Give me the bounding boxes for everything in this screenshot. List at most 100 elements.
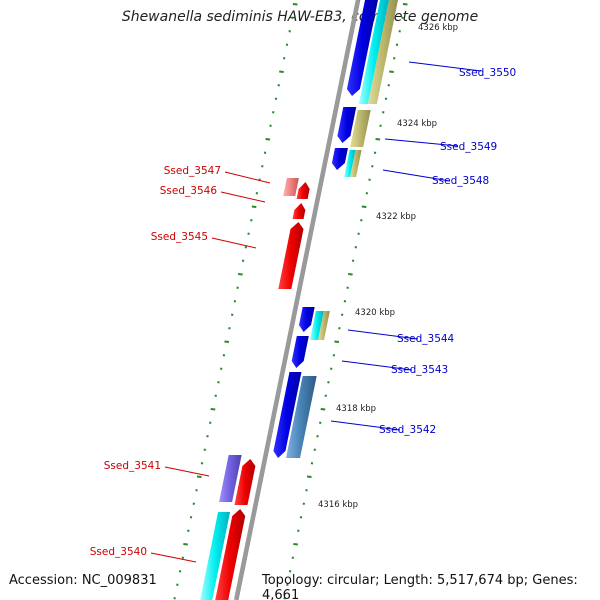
scale-tick <box>222 354 226 357</box>
gene-leader-line <box>384 138 459 147</box>
scale-tick <box>263 151 267 154</box>
scale-tick <box>288 570 292 573</box>
kbp-label: 4320 kbp <box>355 308 395 318</box>
scale-tick <box>187 529 190 532</box>
ssed-3549-khaki <box>350 110 371 147</box>
scale-tick <box>291 556 295 559</box>
gene-leader-line <box>408 61 482 72</box>
scale-tick <box>346 286 349 289</box>
scale-tick <box>318 421 322 424</box>
scale-tick <box>379 124 382 127</box>
scale-tick <box>305 489 308 492</box>
scale-tick <box>251 205 257 208</box>
gene-label-ssed-3549[interactable]: Ssed_3549 <box>440 141 497 153</box>
scale-tick <box>382 111 385 114</box>
scale-tick <box>329 367 333 370</box>
scale-tick <box>261 165 264 168</box>
scale-tick <box>384 97 388 100</box>
gene-leader-line <box>224 171 271 184</box>
scale-tick <box>236 286 239 289</box>
scale-tick <box>250 219 253 222</box>
scale-tick <box>365 192 369 195</box>
ssed-3543-cds <box>291 336 309 368</box>
scale-tick <box>255 192 259 195</box>
scale-tick <box>283 597 286 600</box>
gene-label-ssed-3544[interactable]: Ssed_3544 <box>397 333 455 345</box>
scale-tick <box>398 30 401 33</box>
gene-label-ssed-3542[interactable]: Ssed_3542 <box>379 424 436 436</box>
gene-leader-line <box>347 329 419 340</box>
ssed-3545-cds <box>278 222 304 289</box>
ssed-3550-khaki <box>367 0 398 104</box>
scale-labels: 4326 kbp 4324 kbp 4322 kbp 4320 kbp 4318 kbp… <box>318 23 458 510</box>
gene-label-ssed-3545[interactable]: Ssed_3545 <box>151 231 208 243</box>
scale-tick <box>238 273 243 276</box>
gene-label-ssed-3546[interactable]: Ssed_3546 <box>160 185 218 197</box>
scale-tick <box>178 570 182 573</box>
ssed-3542-cds <box>273 372 302 458</box>
scale-tick <box>401 16 404 19</box>
scale-tick <box>375 138 381 141</box>
kbp-label: 4326 kbp <box>418 23 458 33</box>
gene-label-ssed-3543[interactable]: Ssed_3543 <box>391 364 448 376</box>
scale-tick <box>368 178 371 181</box>
ssed-3549-cds <box>337 107 357 143</box>
scale-tick <box>310 462 314 465</box>
ssed-3546-cds <box>292 203 306 219</box>
gene-label-ssed-3540[interactable]: Ssed_3540 <box>90 546 147 558</box>
scale-tick <box>338 327 341 330</box>
gene-label-ssed-3548[interactable]: Ssed_3548 <box>432 175 489 187</box>
scale-tick <box>297 529 300 532</box>
scale-tick <box>233 300 237 303</box>
scale-tick <box>360 219 363 222</box>
ssed-3542-steel <box>286 376 317 458</box>
ssed-3541-slate <box>219 455 242 502</box>
scale-tick <box>306 475 312 478</box>
scale-tick <box>176 583 179 586</box>
gene-features <box>200 0 398 600</box>
scale-tick <box>343 300 347 303</box>
gene-label-ssed-3541[interactable]: Ssed_3541 <box>104 460 161 472</box>
gene-labels: Ssed_3550 Ssed_3549 Ssed_3548 Ssed_3547 Ssed… <box>90 61 516 563</box>
scale-tick <box>313 448 316 451</box>
scale-tick <box>402 3 408 6</box>
ssed-3547-pink <box>283 178 299 196</box>
scale-tick <box>320 408 326 411</box>
scale-tick <box>351 259 355 262</box>
scale-tick <box>357 232 360 235</box>
ssed-3544-cyan <box>309 311 324 340</box>
scale-tick <box>192 502 196 505</box>
scale-tick <box>371 165 374 168</box>
scale-tick <box>361 205 367 208</box>
scale-tick <box>272 111 275 114</box>
scale-tick <box>224 340 230 343</box>
scale-tick <box>279 70 284 73</box>
scale-tick <box>247 232 250 235</box>
scale-tick <box>241 259 245 262</box>
gene-leader-line <box>211 237 257 249</box>
scale-tick <box>265 138 271 141</box>
scale-tick <box>293 543 298 546</box>
gene-label-ssed-3547[interactable]: Ssed_3547 <box>164 165 221 177</box>
scale-tick <box>299 516 303 519</box>
ssed-3540-cds <box>215 509 246 600</box>
ssed-3550-cds <box>346 0 378 96</box>
scale-tick <box>208 421 212 424</box>
scale-tick <box>181 556 185 559</box>
topology-info: Topology: circular; Length: 5,517,674 bp… <box>262 573 578 600</box>
scale-tick <box>210 408 216 411</box>
scale-tick <box>274 97 278 100</box>
scale-tick <box>373 151 377 154</box>
ssed-3540-cyan <box>200 512 231 600</box>
ssed-3544-cds <box>299 307 315 332</box>
kbp-label: 4322 kbp <box>376 212 416 222</box>
gene-label-ssed-3550[interactable]: Ssed_3550 <box>459 67 516 79</box>
scale-tick <box>277 84 280 87</box>
ssed-3548-khaki <box>350 150 362 177</box>
scale-tick <box>327 381 330 384</box>
ssed-3548-cyan <box>344 150 356 177</box>
gene-leader-line <box>330 420 401 431</box>
scale-tick <box>340 313 344 316</box>
kbp-label: 4318 kbp <box>336 404 376 414</box>
